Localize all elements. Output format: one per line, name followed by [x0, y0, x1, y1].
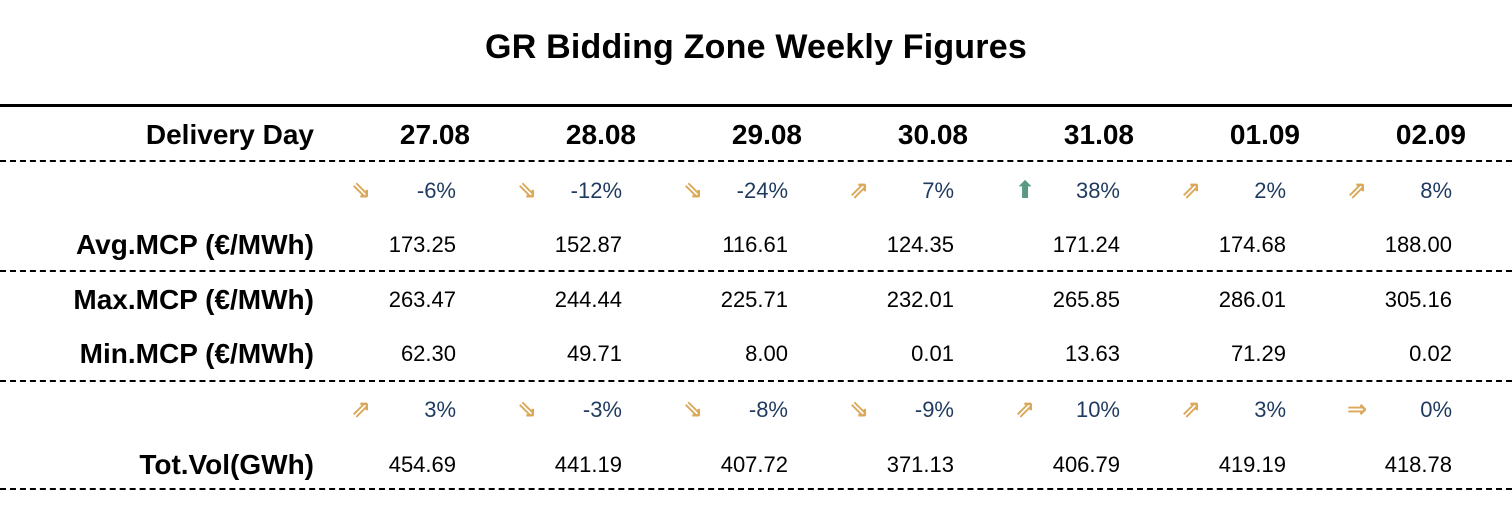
- value-cell: 0.02: [1409, 341, 1452, 366]
- change-percent: 2%: [1254, 178, 1286, 203]
- change-percent: -3%: [582, 397, 622, 422]
- value-cell: 116.61: [722, 232, 788, 257]
- value-cell: 49.71: [566, 341, 622, 366]
- change-percent: 38%: [1075, 178, 1120, 203]
- page-title: GR Bidding Zone Weekly Figures: [485, 28, 1027, 66]
- change-percent: 3%: [1254, 397, 1286, 422]
- arrow-right-icon: ⇒: [1346, 396, 1368, 423]
- value-cell: 174.68: [1218, 232, 1286, 257]
- arrow-down-right-icon: ⇘: [350, 177, 372, 204]
- value-cell: 454.69: [388, 452, 456, 477]
- day-header: 30.08: [897, 119, 968, 150]
- day-header: 01.09: [1229, 119, 1300, 150]
- arrow-up-right-icon: ⇗: [350, 396, 372, 423]
- value-cell: 418.78: [1384, 452, 1452, 477]
- value-cell: 152.87: [554, 232, 622, 257]
- divider-rule: [0, 380, 1512, 382]
- value-cell: 371.13: [886, 452, 954, 477]
- arrow-up-right-icon: ⇗: [1180, 177, 1202, 204]
- change-percent: 10%: [1075, 397, 1120, 422]
- max-mcp-row: Max.MCP (€/MWh) 263.47 244.44 225.71 232.01…: [0, 275, 1512, 325]
- value-cell: 124.35: [886, 232, 954, 257]
- row-label: Min.MCP (€/MWh): [79, 338, 314, 369]
- change-percent: -24%: [736, 178, 788, 203]
- arrow-up-strong-icon: ⬆: [1014, 177, 1036, 204]
- value-cell: 263.47: [388, 287, 456, 312]
- arrow-down-right-icon: ⇘: [516, 396, 538, 423]
- value-cell: 419.19: [1218, 452, 1286, 477]
- row-label: Tot.Vol(GWh): [139, 449, 314, 480]
- value-cell: 407.72: [720, 452, 788, 477]
- value-cell: 305.16: [1384, 287, 1452, 312]
- value-cell: 225.71: [720, 287, 788, 312]
- day-header: 28.08: [565, 119, 636, 150]
- value-cell: 173.25: [388, 232, 456, 257]
- change-percent: 3%: [424, 397, 456, 422]
- arrow-down-right-icon: ⇘: [682, 177, 704, 204]
- change-percent: -12%: [570, 178, 622, 203]
- value-cell: 171.24: [1052, 232, 1120, 257]
- value-cell: 71.29: [1230, 341, 1286, 366]
- value-cell: 232.01: [886, 287, 954, 312]
- arrow-down-right-icon: ⇘: [848, 396, 870, 423]
- header-bottom-rule: [0, 160, 1512, 162]
- row-label: Max.MCP (€/MWh): [73, 284, 314, 315]
- change-percent: 0%: [1420, 397, 1452, 422]
- change-percent: 7%: [922, 178, 954, 203]
- change-percent: -6%: [416, 178, 456, 203]
- arrow-down-right-icon: ⇘: [682, 396, 704, 423]
- header-top-rule: [0, 104, 1512, 107]
- arrow-up-right-icon: ⇗: [1014, 396, 1036, 423]
- volume-change-row: ⇗ 3% ⇘ -3% ⇘ -8% ⇘ -9% ⇗ 10% ⇗ 3% ⇒ 0%: [0, 385, 1512, 435]
- value-cell: 265.85: [1052, 287, 1120, 312]
- arrow-up-right-icon: ⇗: [848, 177, 870, 204]
- value-cell: 441.19: [554, 452, 622, 477]
- arrow-down-right-icon: ⇘: [516, 177, 538, 204]
- total-volume-row: Tot.Vol(GWh) 454.69 441.19 407.72 371.13 406…: [0, 440, 1512, 490]
- value-cell: 406.79: [1052, 452, 1120, 477]
- arrow-up-right-icon: ⇗: [1346, 177, 1368, 204]
- value-cell: 244.44: [554, 287, 622, 312]
- avg-mcp-row: Avg.MCP (€/MWh) 173.25 152.87 116.61 124.35…: [0, 220, 1512, 270]
- value-cell: 286.01: [1218, 287, 1286, 312]
- min-mcp-row: Min.MCP (€/MWh) 62.30 49.71 8.00 0.01 13.63 7…: [0, 329, 1512, 379]
- change-percent: -9%: [914, 397, 954, 422]
- day-header: 02.09: [1395, 119, 1466, 150]
- price-change-row: ⇘ -6% ⇘ -12% ⇘ -24% ⇗ 7% ⬆ 38% ⇗ 2% ⇗ 8%: [0, 166, 1512, 216]
- day-header: 31.08: [1063, 119, 1134, 150]
- header-row: Delivery Day 27.08 28.08 29.08 30.08 31.…: [0, 110, 1512, 160]
- value-cell: 62.30: [400, 341, 456, 366]
- table-bottom-rule: [0, 488, 1512, 490]
- divider-rule: [0, 270, 1512, 272]
- day-header: 27.08: [399, 119, 470, 150]
- day-header: 29.08: [731, 119, 802, 150]
- delivery-day-label: Delivery Day: [145, 119, 314, 150]
- change-percent: 8%: [1420, 178, 1452, 203]
- row-label: Avg.MCP (€/MWh): [76, 229, 314, 260]
- change-percent: -8%: [748, 397, 788, 422]
- value-cell: 13.63: [1064, 341, 1120, 366]
- value-cell: 8.00: [745, 341, 788, 366]
- value-cell: 188.00: [1384, 232, 1452, 257]
- value-cell: 0.01: [911, 341, 954, 366]
- arrow-up-right-icon: ⇗: [1180, 396, 1202, 423]
